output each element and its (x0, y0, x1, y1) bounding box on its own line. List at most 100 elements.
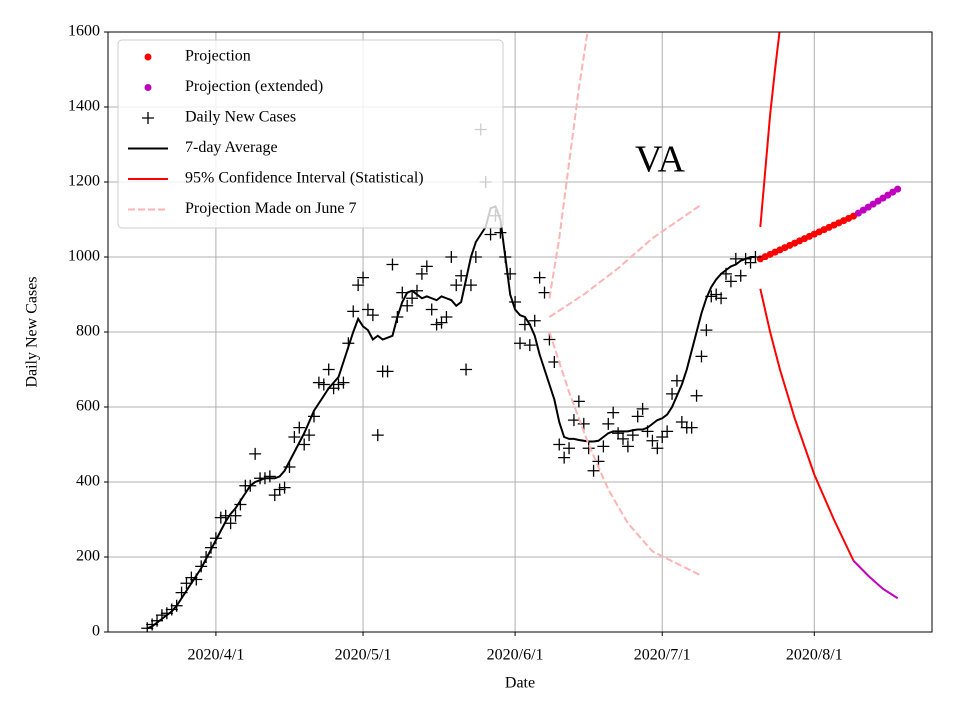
case-marker (504, 267, 517, 280)
case-marker (273, 483, 286, 496)
case-marker (371, 429, 384, 442)
case-marker (744, 256, 757, 269)
case-marker (361, 303, 374, 316)
y-tick-label: 600 (76, 398, 100, 415)
case-marker (597, 440, 610, 453)
case-marker (455, 269, 468, 282)
x-tick-label: 2020/7/1 (634, 647, 691, 664)
case-marker (406, 292, 419, 305)
y-axis-label: Daily New Cases (24, 276, 41, 387)
y-tick-label: 1400 (68, 98, 100, 115)
case-marker (533, 271, 546, 284)
case-marker (435, 316, 448, 329)
case-marker (700, 324, 713, 337)
series-line (759, 32, 855, 562)
series-line (146, 205, 756, 630)
case-marker (621, 440, 634, 453)
case-marker (514, 337, 526, 350)
case-marker (347, 305, 360, 318)
case-marker (631, 410, 644, 423)
grid: 0 200 400 600 800 1000 1200 1400 1600 2020/4/1 202… (68, 23, 932, 664)
case-marker (661, 425, 674, 438)
y-tick-label: 200 (76, 548, 100, 565)
annotation: VA (635, 139, 686, 181)
case-marker (685, 421, 698, 434)
y-tick-label: 400 (76, 473, 100, 490)
legend-box (117, 39, 504, 229)
case-marker (445, 251, 458, 263)
case-marker (636, 402, 649, 415)
case-marker (617, 432, 629, 445)
case-marker (420, 260, 433, 273)
case-marker (558, 451, 571, 464)
y-tick-label: 0 (92, 623, 100, 640)
legend-label: Projection Made on June 7 (185, 200, 357, 217)
case-marker (298, 438, 311, 451)
legend-label: Projection (185, 48, 251, 65)
x-tick-label: 2020/8/1 (786, 647, 843, 664)
y-tick-label: 800 (76, 323, 100, 340)
series-line (852, 560, 899, 600)
case-marker (229, 509, 242, 522)
case-marker (415, 267, 428, 280)
case-marker (509, 296, 522, 308)
case-marker (675, 416, 688, 428)
case-marker (523, 339, 536, 352)
case-marker (214, 511, 227, 524)
case-marker (460, 363, 473, 376)
case-marker (484, 228, 497, 241)
case-marker (249, 447, 262, 460)
case-marker (572, 395, 585, 408)
legend-swatch (144, 84, 152, 91)
case-marker (263, 470, 276, 483)
case-marker (322, 363, 335, 376)
case-marker (337, 376, 350, 389)
legend-label: Projection (extended) (185, 78, 323, 95)
case-marker (366, 309, 379, 322)
case-marker (666, 387, 679, 400)
case-marker (577, 417, 590, 430)
case-marker (528, 314, 541, 327)
case-marker (651, 442, 664, 455)
case-marker (425, 303, 438, 316)
case-marker (646, 434, 659, 447)
y-tick-label: 1000 (68, 248, 100, 265)
x-axis-label: Date (505, 675, 535, 692)
axes-frame (107, 31, 933, 633)
case-marker (695, 350, 708, 363)
legend: Projection Projection (extended) Daily New… (117, 39, 504, 229)
case-marker (724, 275, 737, 288)
series-line (548, 32, 703, 577)
legend-swatch (142, 112, 154, 124)
case-marker (670, 374, 683, 387)
x-tick-label: 2020/6/1 (487, 647, 544, 664)
case-marker (288, 431, 301, 443)
case-marker (440, 311, 453, 323)
case-marker (538, 286, 551, 299)
case-marker (587, 464, 600, 477)
case-marker (224, 517, 237, 530)
case-marker (357, 271, 370, 284)
case-marker (494, 226, 507, 239)
y-tick-label: 1600 (68, 23, 100, 40)
case-marker (430, 318, 443, 331)
legend-label: 7-day Average (185, 139, 278, 156)
legend-label: 95% Confidence Interval (Statistical) (185, 170, 424, 187)
case-marker (352, 279, 365, 292)
plot-area (141, 32, 902, 632)
x-tick-label: 2020/4/1 (187, 647, 244, 664)
case-marker (293, 421, 306, 434)
case-marker (715, 292, 728, 305)
case-marker (332, 378, 345, 391)
case-marker (690, 389, 703, 402)
case-marker (734, 269, 747, 282)
case-marker (303, 429, 316, 442)
legend-swatch (144, 53, 152, 61)
case-marker (612, 427, 625, 440)
case-marker (312, 376, 325, 389)
case-marker (401, 299, 414, 312)
case-marker (553, 438, 566, 451)
case-marker (464, 279, 477, 292)
case-marker (607, 406, 620, 419)
